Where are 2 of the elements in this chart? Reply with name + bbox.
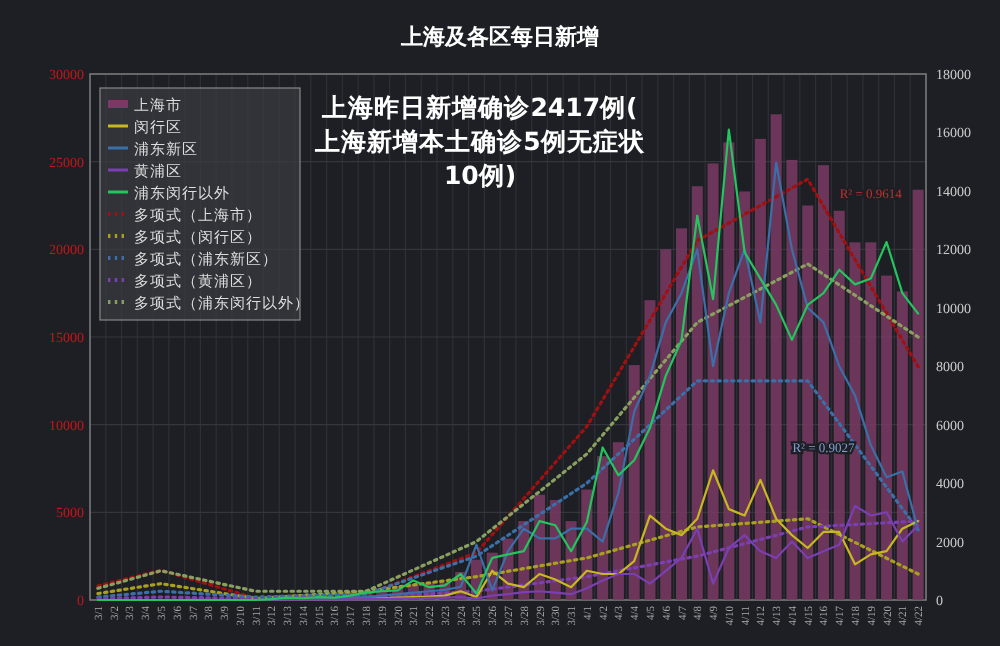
chart-title: 上海及各区每日新增: [399, 24, 599, 50]
annotation: 上海昨日新增确诊2417例(上海新增本土确诊5例无症状10例): [313, 92, 647, 190]
